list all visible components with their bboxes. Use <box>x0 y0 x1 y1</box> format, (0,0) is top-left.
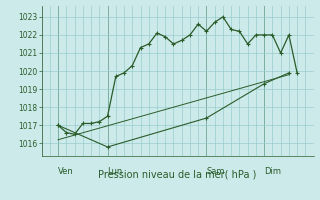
X-axis label: Pression niveau de la mer( hPa ): Pression niveau de la mer( hPa ) <box>99 170 257 180</box>
Text: Ven: Ven <box>58 167 74 176</box>
Text: Dim: Dim <box>264 167 281 176</box>
Text: Lun: Lun <box>108 167 123 176</box>
Text: Sam: Sam <box>206 167 225 176</box>
